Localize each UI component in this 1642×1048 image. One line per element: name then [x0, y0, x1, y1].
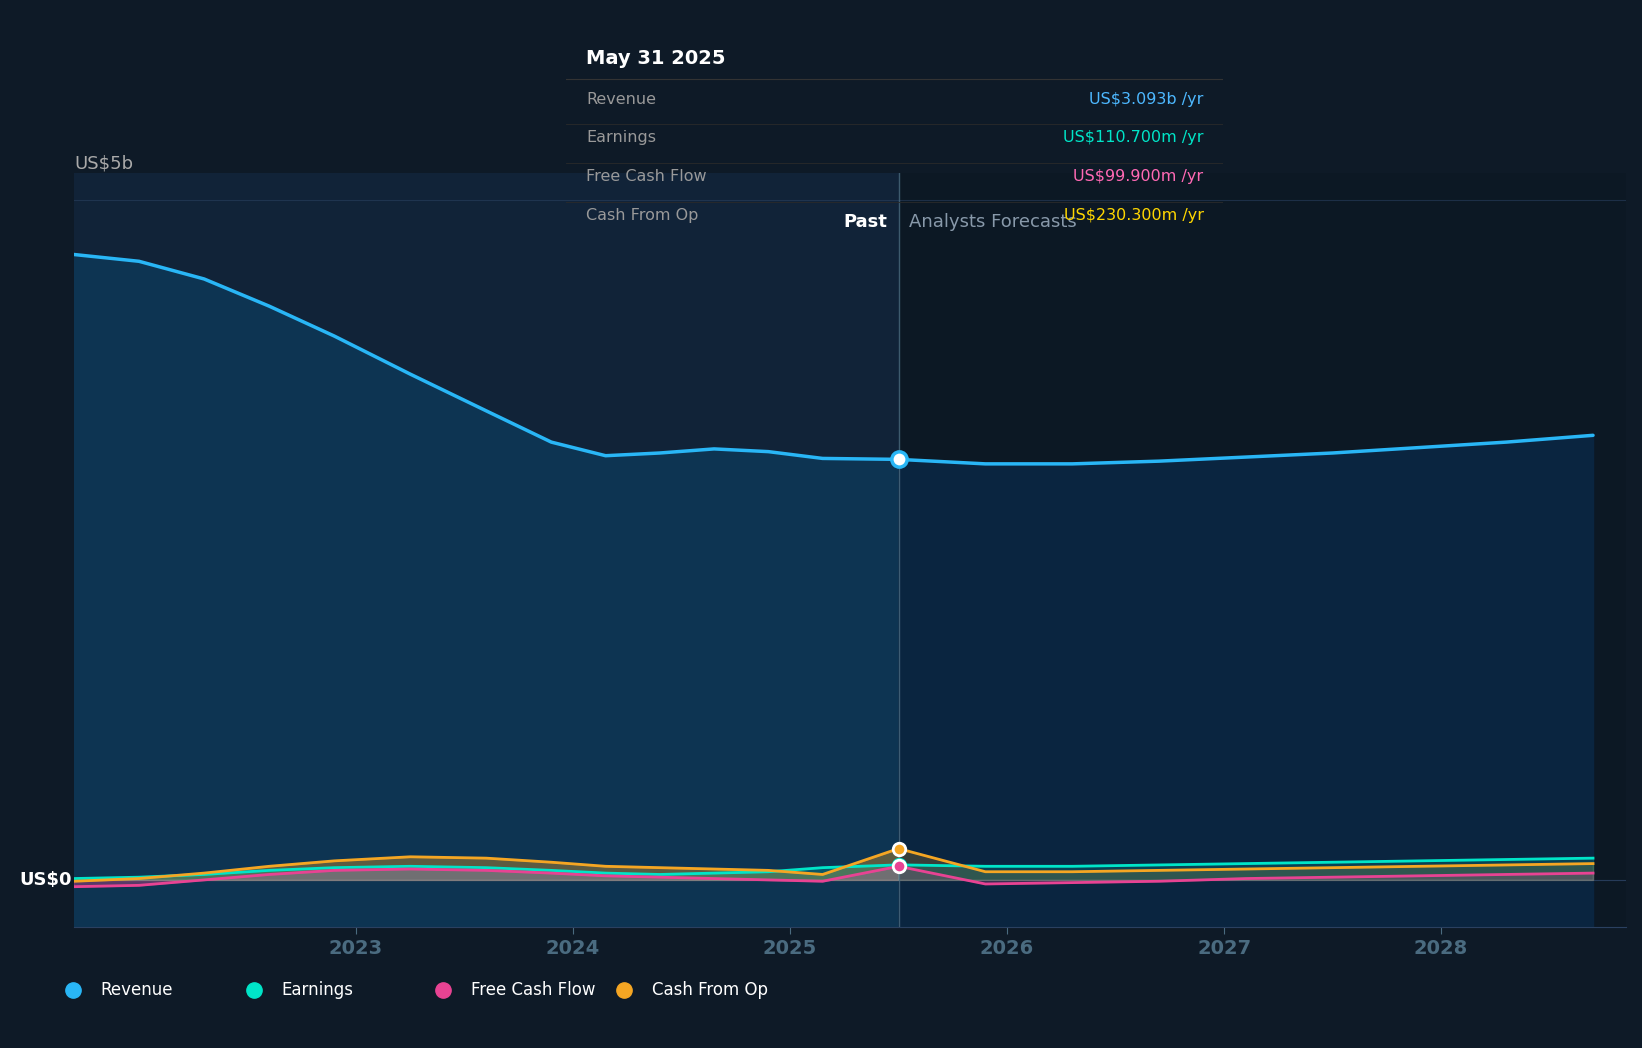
Text: Free Cash Flow: Free Cash Flow — [471, 981, 594, 1000]
Text: Revenue: Revenue — [100, 981, 172, 1000]
Bar — [898, 173, 1626, 927]
Text: Analysts Forecasts: Analysts Forecasts — [910, 213, 1077, 231]
Text: US$0: US$0 — [20, 871, 72, 889]
Text: Earnings: Earnings — [281, 981, 353, 1000]
Text: US$99.900m /yr: US$99.900m /yr — [1074, 169, 1204, 184]
Text: US$110.700m /yr: US$110.700m /yr — [1062, 130, 1204, 146]
Text: US$230.300m /yr: US$230.300m /yr — [1064, 209, 1204, 223]
Bar — [74, 173, 898, 927]
Text: US$5b: US$5b — [74, 155, 133, 173]
Text: Revenue: Revenue — [586, 91, 657, 107]
Text: May 31 2025: May 31 2025 — [586, 48, 726, 68]
Text: Free Cash Flow: Free Cash Flow — [586, 169, 706, 184]
Text: Cash From Op: Cash From Op — [652, 981, 768, 1000]
Text: Cash From Op: Cash From Op — [586, 209, 698, 223]
Text: Past: Past — [844, 213, 888, 231]
Text: US$3.093b /yr: US$3.093b /yr — [1089, 91, 1204, 107]
Text: Earnings: Earnings — [586, 130, 657, 146]
